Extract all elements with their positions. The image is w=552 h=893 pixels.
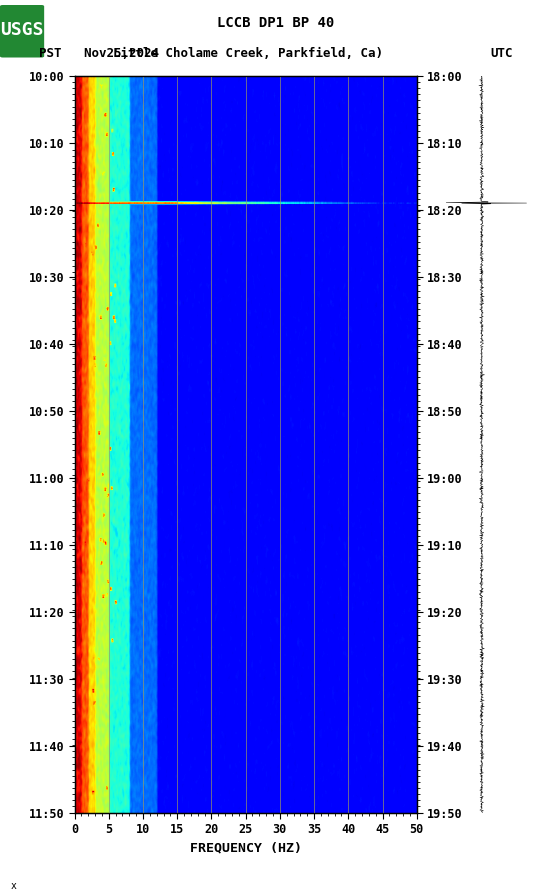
FancyBboxPatch shape bbox=[0, 5, 44, 57]
Text: PST   Nov25,2024: PST Nov25,2024 bbox=[39, 46, 158, 60]
Text: LCCB DP1 BP 40: LCCB DP1 BP 40 bbox=[217, 16, 335, 29]
Text: x: x bbox=[11, 880, 17, 890]
X-axis label: FREQUENCY (HZ): FREQUENCY (HZ) bbox=[190, 841, 301, 855]
Text: USGS: USGS bbox=[1, 21, 44, 39]
Text: UTC: UTC bbox=[491, 46, 513, 60]
Text: Little Cholame Creek, Parkfield, Ca): Little Cholame Creek, Parkfield, Ca) bbox=[113, 46, 384, 60]
